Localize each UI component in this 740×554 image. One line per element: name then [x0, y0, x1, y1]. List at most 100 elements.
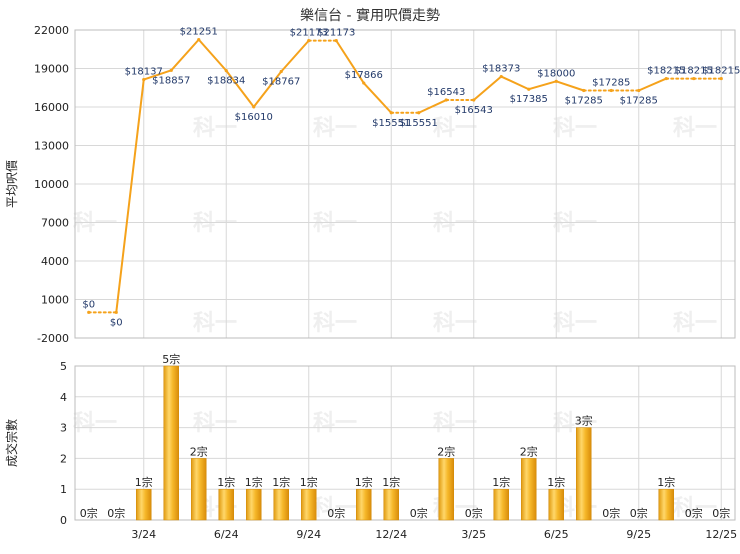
- price-line-segment: [472, 75, 503, 102]
- watermark-text: 科一: [313, 311, 357, 336]
- price-data-label: $17285: [620, 96, 658, 107]
- x-tick-label: 6/24: [214, 528, 239, 541]
- watermark-text: 科一: [553, 211, 597, 236]
- price-data-label: $15551: [400, 118, 438, 129]
- price-y-tick-label: 16000: [34, 101, 69, 114]
- price-data-label: $18000: [537, 68, 575, 79]
- price-point: [362, 81, 366, 85]
- watermark-text: 科一: [73, 211, 117, 236]
- price-point: [499, 74, 503, 79]
- count-bar: [273, 488, 289, 521]
- price-point: [169, 68, 173, 72]
- count-data-label: 0宗: [410, 506, 428, 520]
- price-line-segment: [170, 38, 200, 72]
- count-data-label: 0宗: [327, 506, 345, 520]
- count-bar: [658, 488, 674, 521]
- price-data-label: $17385: [510, 94, 548, 105]
- count-data-label: 1宗: [300, 475, 318, 489]
- price-data-label: $16543: [427, 87, 465, 98]
- watermark-text: 科一: [313, 116, 357, 141]
- price-y-tick-label: 22000: [34, 24, 69, 37]
- price-point: [472, 98, 476, 102]
- count-bar: [383, 488, 399, 521]
- watermark-text: 科一: [313, 211, 357, 236]
- price-point: [637, 88, 641, 93]
- price-line-segment: [500, 75, 530, 91]
- price-y-tick-label: 4000: [41, 255, 69, 268]
- count-bar: [576, 427, 592, 521]
- price-data-label: $15551: [372, 118, 410, 129]
- price-point: [307, 39, 311, 43]
- price-data-label: $18215: [647, 66, 685, 77]
- price-data-label: $18767: [262, 76, 300, 87]
- count-y-tick-label: 0: [60, 514, 67, 527]
- count-bar: [301, 488, 317, 521]
- price-data-label: $21173: [290, 28, 328, 39]
- watermark-text: 科一: [433, 411, 477, 436]
- price-line-segment: [362, 82, 393, 114]
- x-tick-label: 6/25: [544, 528, 569, 541]
- watermark-text: 科一: [433, 211, 477, 236]
- count-bar: [548, 488, 564, 521]
- price-point: [142, 77, 146, 82]
- price-y-axis-label: 平均呎價: [5, 160, 19, 208]
- price-data-label: $16543: [455, 105, 493, 116]
- price-data-label: $21173: [317, 28, 355, 39]
- price-point: [252, 105, 256, 109]
- price-plot-frame: [74, 29, 736, 339]
- count-bar: [521, 458, 537, 521]
- count-data-label: 3宗: [575, 414, 593, 428]
- price-data-label: $21251: [180, 27, 218, 38]
- count-data-label: 0宗: [712, 506, 730, 520]
- count-data-label: 1宗: [135, 475, 153, 489]
- price-line-segment: [142, 69, 173, 81]
- count-data-label: 1宗: [382, 475, 400, 489]
- watermark-text: 科一: [193, 116, 237, 141]
- count-data-label: 1宗: [217, 475, 235, 489]
- x-tick-label: 12/24: [375, 528, 407, 541]
- count-data-label: 0宗: [685, 506, 703, 520]
- count-data-label: 1宗: [657, 475, 675, 489]
- price-data-label: $18215: [675, 66, 713, 77]
- count-data-label: 1宗: [245, 475, 263, 489]
- watermark-text: 科一: [313, 496, 357, 521]
- price-point: [389, 111, 393, 115]
- count-bar: [438, 458, 454, 521]
- chart-title: 樂信台 - 實用呎價走勢: [300, 7, 440, 24]
- count-data-label: 2宗: [520, 444, 538, 458]
- watermark-text: 科一: [553, 116, 597, 141]
- price-point: [114, 310, 118, 314]
- count-bar: [191, 458, 207, 521]
- count-bar: [246, 488, 262, 521]
- x-tick-label: 9/25: [626, 528, 651, 541]
- count-data-label: 5宗: [162, 352, 180, 366]
- count-bar: [163, 365, 179, 521]
- price-point: [719, 76, 723, 81]
- x-tick-label: 3/25: [461, 528, 486, 541]
- count-y-axis-label: 成交宗數: [4, 419, 19, 467]
- price-data-label: $18137: [125, 67, 163, 78]
- count-data-label: 0宗: [80, 506, 98, 520]
- count-plot-frame: [74, 365, 736, 521]
- count-data-label: 2宗: [437, 444, 455, 458]
- price-line-segment: [555, 80, 585, 92]
- count-bar: [493, 488, 509, 521]
- price-point: [444, 98, 448, 102]
- price-point: [554, 79, 558, 83]
- count-y-tick-label: 2: [60, 452, 67, 465]
- count-bar: [136, 488, 152, 521]
- price-y-tick-label: -2000: [37, 332, 69, 345]
- price-data-label: $17285: [592, 78, 630, 89]
- x-tick-label: 12/25: [705, 528, 737, 541]
- price-y-tick-label: 7000: [41, 217, 69, 230]
- price-line-segment: [225, 69, 255, 108]
- count-y-tick-label: 4: [60, 391, 67, 404]
- count-y-tick-label: 5: [60, 360, 67, 373]
- watermark-text: 科一: [193, 211, 237, 236]
- price-point: [664, 76, 668, 81]
- price-data-label: $0: [110, 317, 123, 328]
- watermark-text: 科一: [673, 311, 717, 336]
- price-point: [692, 76, 696, 81]
